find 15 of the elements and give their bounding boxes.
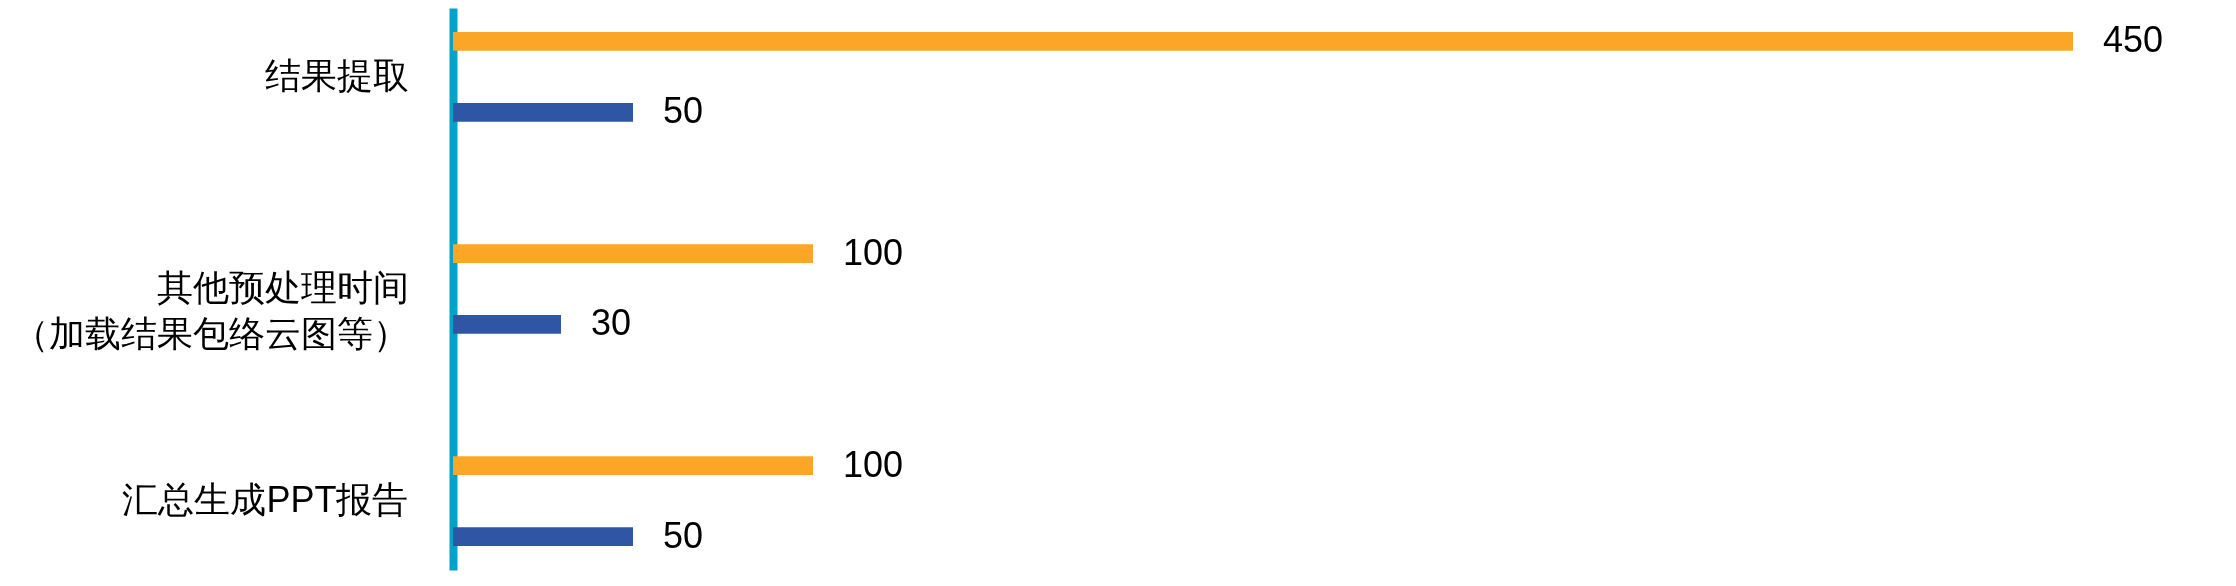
data-label: 30 <box>591 302 632 344</box>
bar <box>453 103 633 122</box>
y-tick-label: 其他预处理时间（加载结果包络云图等） <box>12 267 409 354</box>
bar <box>453 244 813 263</box>
bar <box>453 456 813 475</box>
data-label: 50 <box>663 514 704 556</box>
bar <box>453 315 561 334</box>
y-tick-label: 汇总生成PPT报告 <box>122 479 409 521</box>
bar <box>453 32 2073 51</box>
y-tick-label: 结果提取 <box>264 54 409 96</box>
data-label: 100 <box>843 443 904 485</box>
data-label: 100 <box>843 231 904 273</box>
bar <box>453 527 633 546</box>
data-label: 50 <box>663 90 704 132</box>
data-label: 450 <box>2103 19 2164 61</box>
